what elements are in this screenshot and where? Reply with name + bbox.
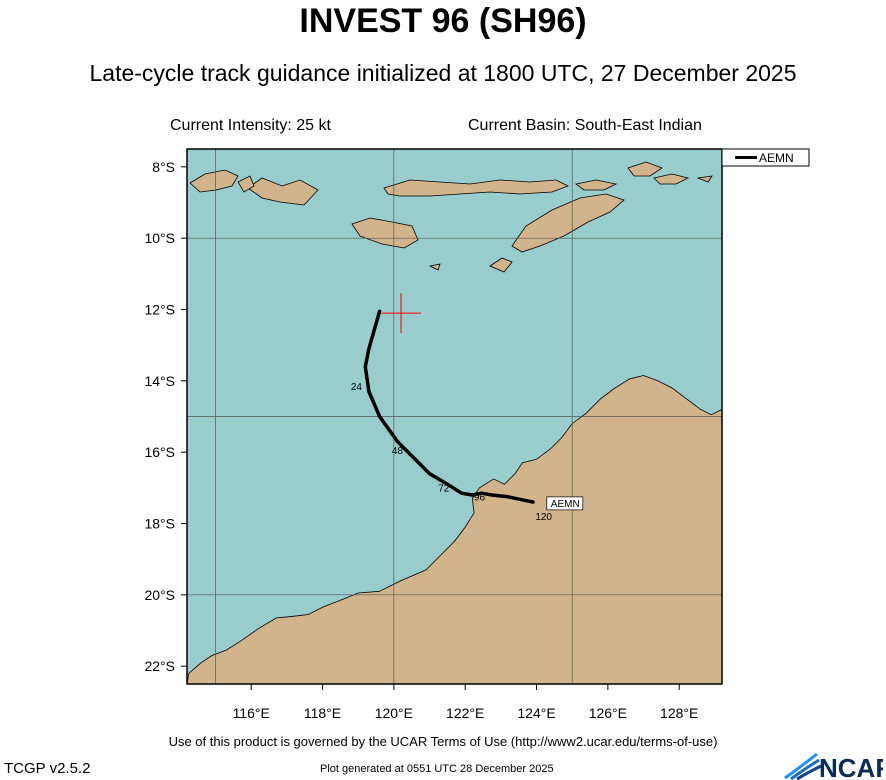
lon-tick-label: 116°E bbox=[233, 705, 270, 721]
lat-tick-label: 14°S bbox=[144, 373, 175, 389]
lon-tick-label: 122°E bbox=[446, 705, 484, 721]
gridlines bbox=[187, 149, 722, 684]
page-subtitle: Late-cycle track guidance initialized at… bbox=[89, 60, 797, 86]
current-position-marker bbox=[381, 293, 421, 334]
flores-main-island bbox=[383, 179, 569, 197]
legend: AEMN bbox=[721, 148, 810, 167]
lat-tick-label: 10°S bbox=[144, 230, 175, 246]
small-island-northeast bbox=[696, 175, 713, 183]
generated-timestamp: Plot generated at 0551 UTC 28 December 2… bbox=[320, 763, 554, 775]
current-intensity-label: Current Intensity: 25 kt bbox=[170, 117, 331, 134]
lat-tick-label: 20°S bbox=[144, 587, 175, 603]
legend-label-aemn: AEMN bbox=[759, 151, 794, 165]
lon-tick-label: 120°E bbox=[375, 705, 413, 721]
map-frame bbox=[186, 148, 723, 685]
current-basin-label: Current Basin: South-East Indian bbox=[468, 117, 702, 134]
sumbawa-east-island bbox=[237, 175, 255, 193]
lat-tick-label: 18°S bbox=[144, 516, 175, 532]
lat-tick-label: 12°S bbox=[144, 302, 175, 318]
lon-tick-label: 118°E bbox=[304, 705, 341, 721]
alor-island bbox=[575, 179, 618, 191]
small-island-north bbox=[653, 173, 690, 185]
australia-landmass bbox=[187, 375, 722, 684]
sumbawa-island bbox=[189, 169, 239, 193]
ncar-logo: NCAR bbox=[784, 752, 883, 780]
sawu-island bbox=[428, 263, 441, 271]
landmasses bbox=[187, 161, 722, 684]
ncar-logo-text: NCAR bbox=[819, 753, 883, 780]
sumba-island bbox=[351, 217, 419, 249]
ncar-swoosh-icon bbox=[784, 752, 822, 780]
track-tau-label: 72 bbox=[438, 483, 450, 494]
axis-ticks: 8°S 10°S 12°S 14°S 16°S 18°S 20°S 22°S 116°E 118°… bbox=[144, 159, 698, 721]
timor-island bbox=[511, 193, 625, 253]
version-label: TCGP v2.5.2 bbox=[4, 760, 91, 777]
flores-island bbox=[247, 177, 319, 206]
terms-of-use: Use of this product is governed by the U… bbox=[168, 734, 718, 749]
lat-tick-label: 8°S bbox=[152, 159, 175, 175]
track-tau-label: 120 bbox=[535, 512, 552, 523]
page-title: INVEST 96 (SH96) bbox=[299, 2, 587, 40]
lon-tick-label: 128°E bbox=[660, 705, 698, 721]
track-line-aemn bbox=[363, 309, 535, 504]
lat-tick-label: 16°S bbox=[144, 444, 175, 460]
lat-tick-label: 22°S bbox=[144, 658, 175, 674]
lon-tick-label: 124°E bbox=[517, 705, 555, 721]
tracks-layer: 24 48 72 96 120 AEMN bbox=[351, 309, 584, 523]
track-end-label: AEMN bbox=[551, 499, 580, 510]
rote-island bbox=[489, 257, 513, 273]
track-tau-label: 24 bbox=[351, 382, 363, 393]
wetar-island bbox=[627, 161, 663, 177]
track-tau-label: 48 bbox=[392, 446, 404, 457]
track-tau-label: 96 bbox=[474, 492, 486, 503]
track-end-label-box bbox=[546, 496, 584, 511]
lon-tick-label: 126°E bbox=[589, 705, 627, 721]
